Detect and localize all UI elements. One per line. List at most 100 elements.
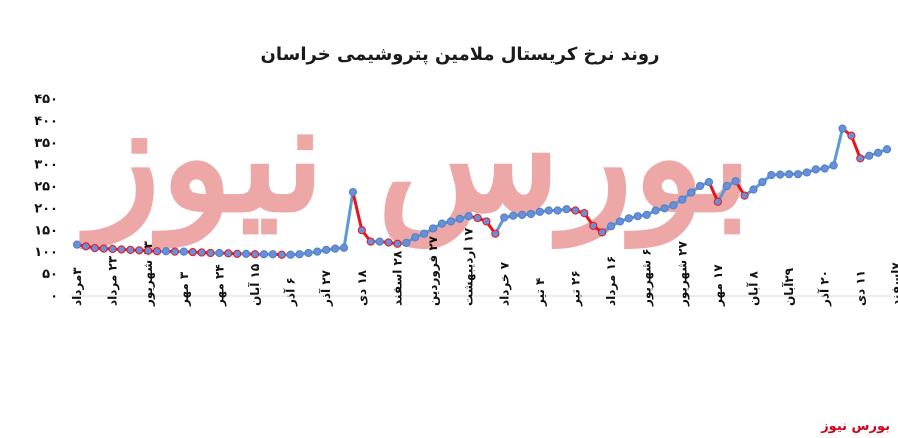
data-point <box>491 229 500 238</box>
data-point <box>339 243 349 252</box>
data-point <box>72 240 82 249</box>
data-point <box>215 248 224 258</box>
data-point <box>847 131 856 140</box>
data-point <box>250 250 260 259</box>
data-point <box>411 233 420 242</box>
data-point <box>393 239 402 248</box>
x-tick-label: ۸ آبان <box>745 270 760 306</box>
data-point <box>313 247 322 256</box>
data-point <box>624 214 633 223</box>
y-tick-label: ۵۰ <box>42 267 58 282</box>
x-tick-label: ۱۱ دی <box>853 270 867 306</box>
x-tick-label: ۲۶ تیر <box>568 270 582 307</box>
y-axis: ۰ ۵۰ ۱۰۰ ۱۵۰ ۲۰۰ ۲۵۰ ۳۰۰ ۳۵۰ ۴۰۰ ۴۵۰ <box>34 92 58 304</box>
line-segment <box>342 190 355 250</box>
data-point <box>428 224 438 233</box>
data-point <box>865 151 874 160</box>
x-tick-label: ۲۴ مهر <box>212 264 226 307</box>
data-point <box>348 188 358 197</box>
data-point <box>135 246 144 255</box>
data-point <box>784 170 794 179</box>
data-point <box>749 185 758 194</box>
x-tick-label: ۷اسفند <box>889 262 898 306</box>
y-tick-label: ۲۵۰ <box>34 180 58 195</box>
data-point <box>357 226 366 235</box>
data-point <box>544 206 553 215</box>
data-point <box>678 195 687 204</box>
x-tick-label: ۱۵ آبان <box>247 264 262 306</box>
x-tick-label: ۱۸ دی <box>355 269 369 306</box>
data-point <box>802 168 811 177</box>
data-point <box>188 247 197 257</box>
chart-title: روند نرخ کریستال ملامین پتروشیمی خراسان <box>261 44 660 65</box>
x-tick-label: ۴ تیر <box>533 278 547 307</box>
data-point <box>322 245 331 255</box>
x-tick-label: ۱۷ اردیبهشت <box>462 227 476 306</box>
data-point <box>704 177 714 187</box>
x-axis: ۳مرداد ۲۳ مرداد ۱۳ شهریور ۳ مهر ۲۴ مهر ۱۵ آبا… <box>70 227 898 307</box>
data-point <box>820 164 829 173</box>
data-point <box>304 248 313 258</box>
data-point <box>660 204 669 213</box>
y-tick-label: ۳۵۰ <box>34 136 58 151</box>
watermark: بورس نیوز <box>79 70 752 249</box>
data-point <box>535 207 544 216</box>
data-point <box>571 206 580 215</box>
data-point <box>740 191 749 200</box>
data-point <box>197 248 206 257</box>
data-point <box>517 210 527 219</box>
data-point <box>687 188 696 197</box>
y-tick-label: ۴۰۰ <box>34 114 58 129</box>
x-tick-label: ۲۳ مرداد <box>106 255 120 306</box>
data-point <box>464 212 473 221</box>
data-point <box>286 250 295 259</box>
data-point <box>126 245 135 255</box>
line-segment <box>351 190 364 232</box>
data-point <box>384 238 393 247</box>
data-point <box>589 221 598 230</box>
series-markers <box>72 124 892 259</box>
data-point <box>526 209 536 219</box>
x-tick-label: ۲۷ آذر <box>318 269 333 307</box>
x-tick-label: ۷ خرداد <box>497 261 511 306</box>
data-point <box>482 217 491 226</box>
y-tick-label: ۳۰۰ <box>34 158 58 173</box>
data-point <box>856 154 865 163</box>
data-point <box>455 214 464 223</box>
data-point <box>90 244 99 253</box>
data-point <box>873 148 883 157</box>
data-point <box>651 206 660 215</box>
data-point <box>179 247 188 256</box>
y-tick-label: ۰ <box>50 289 58 304</box>
data-point <box>268 250 277 259</box>
x-tick-label: ۲۰ آذر <box>817 270 832 307</box>
data-point <box>153 247 162 256</box>
x-tick-label: ۶ شهریور <box>640 248 655 307</box>
y-tick-label: ۱۰۰ <box>34 245 58 260</box>
data-point <box>598 228 607 237</box>
watermark-text: بورس نیوز <box>79 70 752 249</box>
x-tick-label: ۱۶ مرداد <box>604 256 618 306</box>
data-point <box>642 210 651 219</box>
data-point <box>758 177 767 187</box>
data-point <box>108 244 117 254</box>
data-point <box>331 244 340 253</box>
data-point <box>811 165 820 174</box>
data-point <box>295 250 304 259</box>
x-tick-label: ۳مرداد <box>70 267 84 306</box>
y-tick-label: ۲۰۰ <box>34 201 58 216</box>
data-point <box>767 170 776 180</box>
data-point <box>117 245 126 254</box>
x-tick-label: ۲۹آبان <box>781 267 796 306</box>
x-tick-label: ۲۸ اسفند <box>390 250 404 306</box>
data-point <box>633 212 642 221</box>
x-tick-label: ۱۷ مهر <box>711 264 725 307</box>
data-point <box>553 206 562 215</box>
data-point <box>446 217 455 226</box>
data-point <box>882 145 892 154</box>
data-point <box>242 249 251 258</box>
source-label: بورس نیوز <box>821 419 890 434</box>
data-point <box>99 244 108 253</box>
line-segment <box>832 127 844 167</box>
